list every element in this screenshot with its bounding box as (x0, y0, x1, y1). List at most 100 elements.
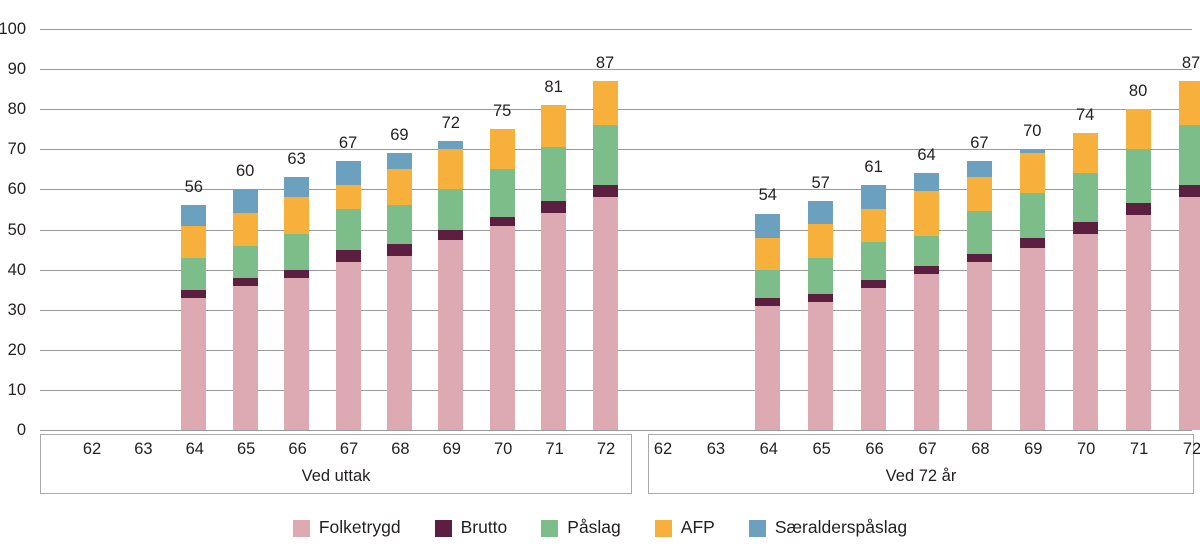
bar-segment-påslag[interactable] (755, 269, 781, 298)
bar-segment-afp[interactable] (438, 149, 464, 190)
bar-segment-brutto[interactable] (541, 201, 567, 214)
bar-segment-påslag[interactable] (592, 125, 618, 186)
bar[interactable] (1125, 109, 1151, 430)
bar-segment-brutto[interactable] (1019, 237, 1045, 248)
bar-segment-særalderspåslag[interactable] (808, 201, 834, 224)
bar-segment-afp[interactable] (541, 105, 567, 148)
bar-segment-folketrygd[interactable] (914, 273, 939, 430)
bar[interactable] (861, 185, 887, 430)
bar-segment-afp[interactable] (1178, 81, 1200, 126)
bar-segment-brutto[interactable] (181, 289, 207, 298)
bar-segment-folketrygd[interactable] (232, 285, 258, 430)
bar-segment-brutto[interactable] (861, 279, 887, 288)
bar[interactable] (541, 105, 567, 430)
bar-segment-påslag[interactable] (438, 189, 464, 230)
bar-segment-påslag[interactable] (1072, 173, 1098, 222)
bar[interactable] (1178, 81, 1200, 430)
bar-segment-brutto[interactable] (335, 249, 361, 262)
bar-segment-påslag[interactable] (181, 257, 207, 290)
bar-segment-særalderspåslag[interactable] (438, 141, 464, 150)
bar-segment-påslag[interactable] (1125, 149, 1151, 204)
bar[interactable] (232, 189, 258, 430)
bar-segment-afp[interactable] (861, 209, 887, 242)
legend-item[interactable]: AFP (654, 519, 715, 537)
bar-segment-afp[interactable] (1019, 153, 1045, 194)
bar-segment-folketrygd[interactable] (808, 301, 834, 430)
bar-segment-brutto[interactable] (755, 297, 781, 306)
bar-segment-folketrygd[interactable] (181, 297, 207, 430)
bar-segment-afp[interactable] (181, 225, 207, 258)
bar-segment-folketrygd[interactable] (438, 239, 464, 430)
bar-segment-påslag[interactable] (1019, 193, 1045, 238)
bar-segment-påslag[interactable] (808, 257, 834, 294)
bar-segment-påslag[interactable] (386, 205, 412, 244)
bar-segment-brutto[interactable] (914, 265, 939, 274)
bar-segment-folketrygd[interactable] (861, 287, 887, 430)
bar-segment-brutto[interactable] (808, 293, 834, 302)
bar-segment-folketrygd[interactable] (592, 197, 618, 430)
bar-segment-brutto[interactable] (232, 277, 258, 286)
bar-segment-påslag[interactable] (1178, 125, 1200, 186)
legend-item[interactable]: Særalderspåslag (748, 519, 907, 537)
bar-segment-særalderspåslag[interactable] (966, 161, 992, 178)
bar[interactable] (181, 205, 207, 430)
bar-segment-brutto[interactable] (489, 217, 515, 226)
bar-segment-folketrygd[interactable] (1019, 247, 1045, 430)
legend-item[interactable]: Folketrygd (292, 519, 401, 537)
bar-segment-påslag[interactable] (335, 209, 361, 250)
bar-segment-påslag[interactable] (861, 241, 887, 280)
bar[interactable] (914, 173, 939, 430)
bar[interactable] (386, 153, 412, 430)
bar[interactable] (808, 201, 834, 430)
bar-segment-afp[interactable] (284, 197, 310, 234)
bar-segment-brutto[interactable] (1178, 185, 1200, 198)
bar-segment-brutto[interactable] (966, 253, 992, 262)
bar-segment-afp[interactable] (808, 223, 834, 258)
bar-segment-folketrygd[interactable] (755, 305, 781, 430)
bar-segment-afp[interactable] (386, 169, 412, 206)
bar[interactable] (438, 141, 464, 430)
bar-segment-afp[interactable] (335, 185, 361, 210)
bar[interactable] (335, 161, 361, 430)
bar-segment-afp[interactable] (489, 129, 515, 170)
bar-segment-afp[interactable] (1072, 133, 1098, 174)
bar-segment-påslag[interactable] (541, 147, 567, 202)
bar[interactable] (592, 81, 618, 430)
bar-segment-påslag[interactable] (489, 169, 515, 218)
bar-segment-brutto[interactable] (284, 269, 310, 278)
bar-segment-brutto[interactable] (592, 185, 618, 198)
bar-segment-særalderspåslag[interactable] (181, 205, 207, 226)
bar-segment-særalderspåslag[interactable] (284, 177, 310, 198)
bar-segment-folketrygd[interactable] (1178, 197, 1200, 430)
legend-item[interactable]: Påslag (541, 519, 621, 537)
bar[interactable] (1019, 149, 1045, 430)
bar-segment-særalderspåslag[interactable] (335, 161, 361, 186)
bar-segment-afp[interactable] (1125, 109, 1151, 150)
bar-segment-særalderspåslag[interactable] (914, 173, 939, 192)
bar-segment-brutto[interactable] (1125, 203, 1151, 216)
bar-segment-folketrygd[interactable] (284, 277, 310, 430)
bar-segment-afp[interactable] (966, 177, 992, 212)
bar[interactable] (966, 161, 992, 430)
bar-segment-særalderspåslag[interactable] (232, 189, 258, 214)
bar-segment-påslag[interactable] (914, 235, 939, 266)
bar[interactable] (1072, 133, 1098, 430)
bar-segment-folketrygd[interactable] (489, 225, 515, 430)
bar[interactable] (284, 177, 310, 430)
bar-segment-afp[interactable] (232, 213, 258, 246)
bar-segment-brutto[interactable] (386, 243, 412, 256)
bar-segment-folketrygd[interactable] (335, 261, 361, 430)
bar-segment-afp[interactable] (914, 191, 939, 236)
bar-segment-påslag[interactable] (966, 211, 992, 254)
bar-segment-særalderspåslag[interactable] (861, 185, 887, 210)
bar-segment-afp[interactable] (592, 81, 618, 126)
bar[interactable] (755, 213, 781, 430)
bar-segment-folketrygd[interactable] (386, 255, 412, 430)
legend-item[interactable]: Brutto (434, 519, 507, 537)
bar[interactable] (489, 129, 515, 430)
bar-segment-særalderspåslag[interactable] (1019, 149, 1045, 154)
bar-segment-brutto[interactable] (1072, 221, 1098, 234)
bar-segment-folketrygd[interactable] (1125, 215, 1151, 430)
bar-segment-påslag[interactable] (284, 233, 310, 270)
bar-segment-folketrygd[interactable] (541, 213, 567, 430)
